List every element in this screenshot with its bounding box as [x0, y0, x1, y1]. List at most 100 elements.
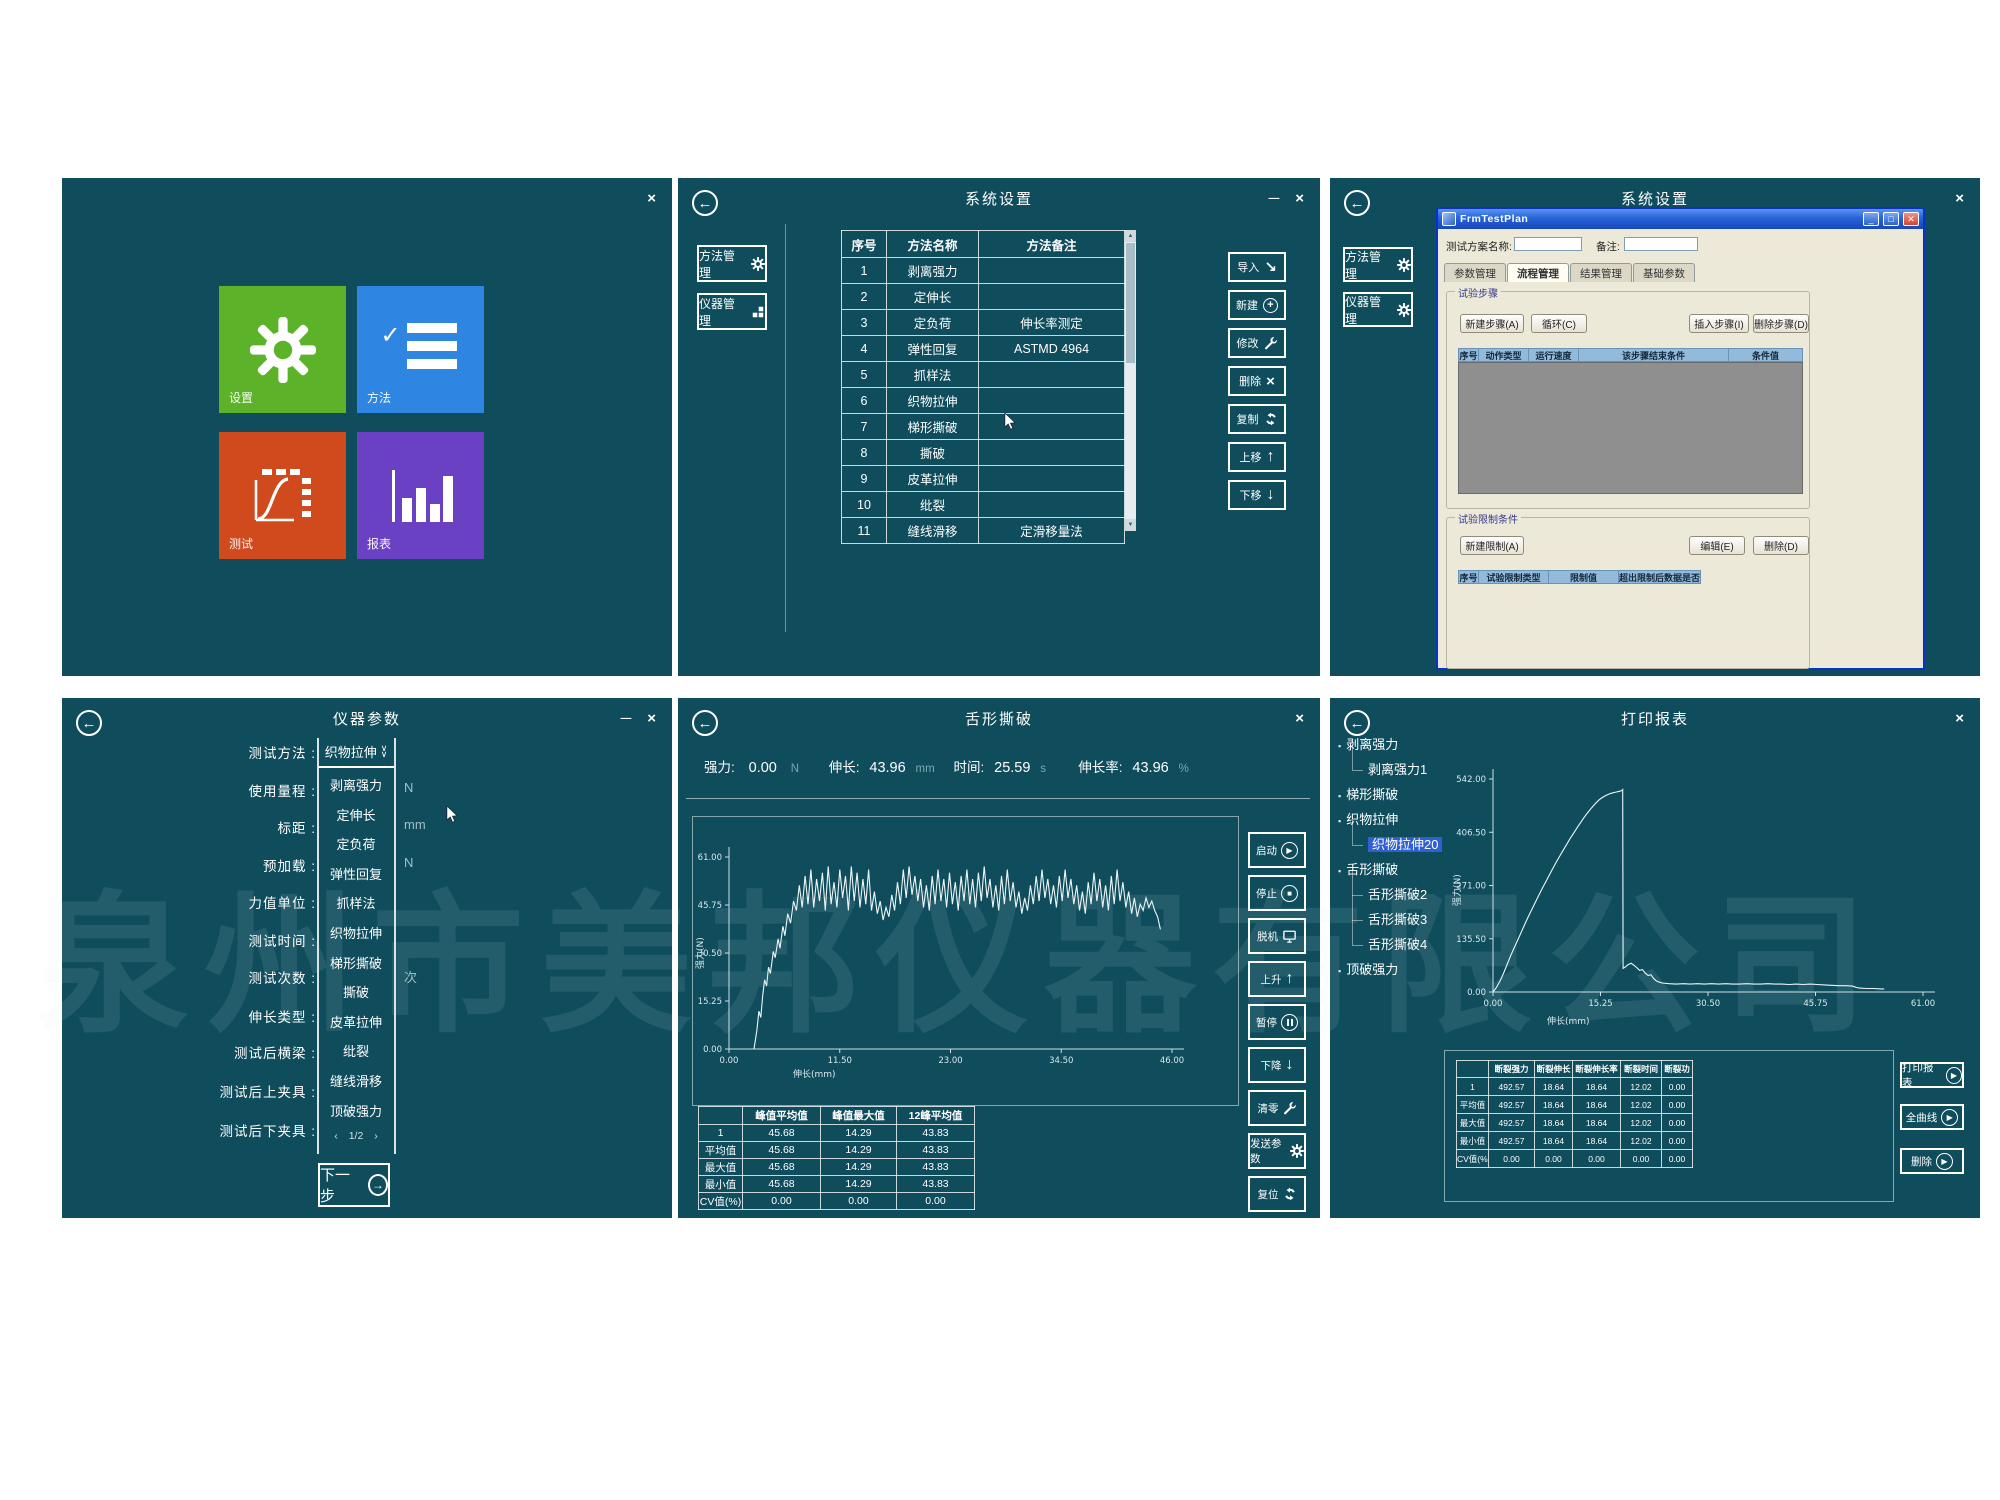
zero-button[interactable]: 清零 [1248, 1090, 1306, 1126]
sidebar-item-method-manager[interactable]: 方法管理 [697, 245, 767, 282]
dropdown-option[interactable]: 纰裂 [342, 1044, 369, 1060]
pause-button[interactable]: 暂停 [1248, 1004, 1306, 1040]
table-scrollbar[interactable]: ▲ ▼ [1125, 230, 1136, 531]
dropdown-option[interactable]: 缝线滑移 [329, 1074, 382, 1089]
dropdown-option[interactable]: 织物拉伸 [329, 926, 382, 941]
table-row[interactable]: 3 定负荷 伸长率测定 [841, 309, 1125, 336]
scroll-up-icon[interactable]: ▲ [1125, 230, 1136, 242]
tree-item[interactable]: 舌形撕破3 [1338, 895, 1468, 932]
import-button[interactable]: 导入 ↘ [1228, 252, 1286, 282]
tree-item[interactable]: ▪ 顶破强力 [1338, 957, 1468, 982]
table-row[interactable]: CV值(%) 0.00 0.00 0.00 [698, 1192, 975, 1210]
back-button[interactable]: ← [692, 710, 718, 736]
minimize-icon[interactable]: ─ [1268, 190, 1280, 207]
table-row[interactable]: 2 定伸长 [841, 283, 1125, 310]
offline-button[interactable]: 脱机 [1248, 918, 1306, 954]
table-row[interactable]: 8 撕破 [841, 439, 1125, 466]
table-row[interactable]: 1 剥离强力 [841, 257, 1125, 284]
tree-item[interactable]: 剥离强力1 [1338, 745, 1468, 782]
tab-3[interactable]: 基础参数 [1633, 263, 1695, 282]
minimize-icon[interactable]: ─ [620, 710, 632, 727]
sidebar-item-instrument-manager[interactable]: 仪器管理 [1343, 292, 1413, 327]
tile-method[interactable]: ✓ 方法 [357, 286, 484, 413]
tree-item[interactable]: ▪ 剥离强力 [1338, 732, 1468, 757]
reset-button[interactable]: 复位 [1248, 1176, 1306, 1212]
dialog-minimize-icon[interactable]: _ [1863, 212, 1879, 226]
loop-button[interactable]: 循环(C) [1531, 314, 1587, 333]
delete-button[interactable]: 删除 × [1228, 366, 1286, 396]
send-params-button[interactable]: 发送参数 [1248, 1133, 1306, 1169]
table-row[interactable]: 最小值 45.68 14.29 43.83 [698, 1175, 975, 1193]
jog-up-button[interactable]: 上升 ↑ [1248, 961, 1306, 997]
scroll-down-icon[interactable]: ▼ [1125, 519, 1136, 531]
table-row[interactable]: 平均值 45.68 14.29 43.83 [698, 1141, 975, 1159]
dropdown-option[interactable]: 弹性回复 [329, 866, 382, 882]
steps-table-body[interactable] [1458, 362, 1803, 494]
tile-settings[interactable]: 设置 [219, 286, 346, 413]
pager-prev-icon[interactable]: ‹ [334, 1130, 338, 1142]
modify-button[interactable]: 修改 [1228, 328, 1286, 358]
move-up-button[interactable]: 上移 ↑ [1228, 442, 1286, 472]
copy-button[interactable]: 复制 [1228, 404, 1286, 434]
plan-name-input[interactable] [1514, 237, 1582, 251]
print-report-button[interactable]: 打印报表 ▶ [1900, 1062, 1964, 1089]
table-row[interactable]: 11 缝线滑移 定滑移量法 [841, 517, 1125, 544]
table-row[interactable]: 9 皮革拉伸 [841, 465, 1125, 492]
close-icon[interactable]: × [1955, 710, 1964, 727]
table-row[interactable]: 4 弹性回复 ASTMD 4964 [841, 335, 1125, 362]
table-row[interactable]: 5 抓样法 [841, 361, 1125, 388]
table-row[interactable]: 6 织物拉伸 [841, 387, 1125, 414]
back-button[interactable]: ← [692, 190, 718, 216]
table-row[interactable]: 1 45.68 14.29 43.83 [698, 1124, 975, 1142]
table-row[interactable]: 最大值 492.57 18.64 18.64 12.02 0.00 [1456, 1113, 1693, 1132]
tree-item[interactable]: 织物拉伸20 [1338, 820, 1468, 857]
tree-item[interactable]: ▪ 梯形撕破 [1338, 782, 1468, 807]
tile-report[interactable]: 报表 [357, 432, 484, 559]
jog-down-button[interactable]: 下降 ↓ [1248, 1047, 1306, 1083]
delete-limit-button[interactable]: 删除(D) [1753, 536, 1809, 555]
start-button[interactable]: 启动 ▶ [1248, 832, 1306, 868]
close-icon[interactable]: × [1295, 190, 1304, 207]
dropdown-option[interactable]: 梯形撕破 [329, 955, 382, 971]
tab-0[interactable]: 参数管理 [1444, 263, 1506, 282]
close-icon[interactable]: × [647, 190, 656, 207]
table-row[interactable]: 平均值 492.57 18.64 18.64 12.02 0.00 [1456, 1095, 1693, 1114]
dropdown-option[interactable]: 定负荷 [336, 837, 376, 853]
stop-button[interactable]: 停止 ■ [1248, 875, 1306, 911]
table-row[interactable]: CV值(%) 0.00 0.00 0.00 0.00 0.00 [1456, 1149, 1693, 1168]
back-button[interactable]: ← [1344, 710, 1370, 736]
dropdown-option[interactable]: 抓样法 [336, 896, 376, 912]
pager-next-icon[interactable]: › [374, 1130, 378, 1142]
table-row[interactable]: 最小值 492.57 18.64 18.64 12.02 0.00 [1456, 1131, 1693, 1150]
insert-step-button[interactable]: 插入步骤(I) [1689, 314, 1749, 333]
sidebar-item-instrument-manager[interactable]: 仪器管理 [697, 293, 767, 330]
tree-item[interactable]: ▪ 舌形撕破 [1338, 857, 1468, 882]
dialog-close-icon[interactable]: ✕ [1903, 212, 1919, 226]
new-button[interactable]: 新建 + [1228, 290, 1286, 320]
tree-item[interactable]: ▪ 织物拉伸 [1338, 807, 1468, 832]
dialog-titlebar[interactable]: FrmTestPlan _ □ ✕ [1438, 209, 1923, 229]
dropdown-option[interactable]: 定伸长 [336, 807, 376, 823]
new-limit-button[interactable]: 新建限制(A) [1460, 536, 1524, 555]
dialog-maximize-icon[interactable]: □ [1883, 212, 1899, 226]
dropdown-option[interactable]: 撕破 [342, 985, 369, 1001]
delete-button[interactable]: 删除 ▶ [1900, 1148, 1964, 1174]
tile-test[interactable]: 测试 [219, 432, 346, 559]
all-curves-button[interactable]: 全曲线 ▶ [1900, 1104, 1964, 1130]
table-row[interactable]: 最大值 45.68 14.29 43.83 [698, 1158, 975, 1176]
test-method-dropdown[interactable]: 织物拉伸 ∨ ∨ [318, 738, 394, 764]
back-button[interactable]: ← [1344, 190, 1370, 216]
remark-input[interactable] [1624, 237, 1698, 251]
tree-item[interactable]: 舌形撕破4 [1338, 920, 1468, 957]
tab-2[interactable]: 结果管理 [1570, 263, 1632, 282]
table-row[interactable]: 1 492.57 18.64 18.64 12.02 0.00 [1456, 1077, 1693, 1096]
tree-item[interactable]: 舌形撕破2 [1338, 870, 1468, 907]
dropdown-option[interactable]: 剥离强力 [329, 778, 382, 793]
close-icon[interactable]: × [1295, 710, 1304, 727]
close-icon[interactable]: × [647, 710, 656, 727]
new-step-button[interactable]: 新建步骤(A) [1460, 314, 1524, 333]
edit-limit-button[interactable]: 编辑(E) [1689, 536, 1745, 555]
tab-1[interactable]: 流程管理 [1507, 263, 1569, 282]
delete-step-button[interactable]: 删除步骤(D) [1753, 314, 1809, 333]
scroll-thumb[interactable] [1126, 243, 1135, 363]
